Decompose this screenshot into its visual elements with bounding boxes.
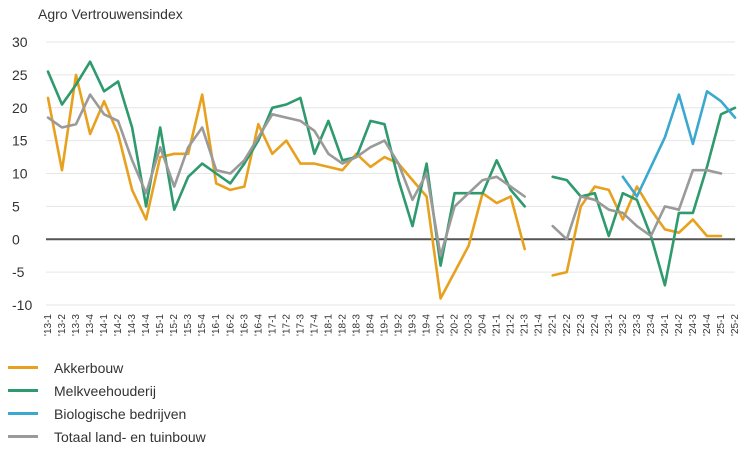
legend-swatch-biologische-bedrijven xyxy=(8,412,38,415)
y-tick-label: 20 xyxy=(12,100,28,116)
x-tick-label: '24-4 xyxy=(702,314,713,336)
x-tick-label: '13-3 xyxy=(71,314,82,336)
x-tick-label: '16-3 xyxy=(239,314,250,336)
x-tick-label: '23-4 xyxy=(646,314,657,336)
y-tick-label: -5 xyxy=(12,264,25,280)
x-tick-label: '21-2 xyxy=(506,314,517,336)
x-tick-label: '17-2 xyxy=(281,314,292,336)
x-tick-label: '17-1 xyxy=(267,314,278,336)
x-tick-label: '22-4 xyxy=(590,314,601,336)
legend-label-melkveehouderij: Melkveehouderij xyxy=(54,382,156,399)
x-tick-label: '21-1 xyxy=(492,314,503,336)
legend-swatch-totaal xyxy=(8,435,38,438)
x-tick-label: '25-2 xyxy=(730,314,741,336)
legend-swatch-melkveehouderij xyxy=(8,389,38,392)
legend: Akkerbouw Melkveehouderij Biologische be… xyxy=(8,356,206,448)
x-tick-label: '19-2 xyxy=(394,314,405,336)
x-tick-label: '20-2 xyxy=(450,314,461,336)
x-tick-label: '16-1 xyxy=(211,314,222,336)
x-tick-label: '21-4 xyxy=(534,314,545,336)
legend-item-melkveehouderij: Melkveehouderij xyxy=(8,379,206,402)
x-tick-label: '14-1 xyxy=(99,314,110,336)
legend-label-akkerbouw: Akkerbouw xyxy=(54,359,124,376)
x-tick-label: '15-1 xyxy=(155,314,166,336)
x-tick-label: '18-2 xyxy=(337,314,348,336)
x-tick-label: '14-4 xyxy=(141,314,152,336)
y-tick-label: 10 xyxy=(12,166,28,182)
y-tick-label: 25 xyxy=(12,67,28,83)
series-line-akkerbouw xyxy=(46,73,527,300)
legend-label-totaal: Totaal land- en tuinbouw xyxy=(54,428,206,445)
series-line-totaal-land-en-tuinbouw xyxy=(46,93,527,257)
x-tick-label: '24-2 xyxy=(674,314,685,336)
grid-layer xyxy=(46,41,735,306)
series-line-akkerbouw-1 xyxy=(551,185,723,277)
x-tick-label: '18-3 xyxy=(351,314,362,336)
series-line-melkveehouderij xyxy=(46,60,527,267)
x-tick-label: '17-3 xyxy=(295,314,306,336)
legend-label-biologische-bedrijven: Biologische bedrijven xyxy=(54,405,187,422)
x-tick-label: '13-4 xyxy=(85,314,96,336)
x-tick-label: '21-3 xyxy=(520,314,531,336)
x-tick-label: '15-2 xyxy=(169,314,180,336)
legend-swatch-akkerbouw xyxy=(8,366,38,369)
x-tick-label: '14-2 xyxy=(113,314,124,336)
y-axis-ticks: -10 -5 0 5 10 15 20 25 30 xyxy=(12,34,32,313)
x-tick-label: '23-2 xyxy=(618,314,629,336)
x-axis-ticks: '13-1'13-2'13-3'13-4'14-1'14-2'14-3'14-4… xyxy=(43,314,741,336)
series-layer xyxy=(46,60,737,300)
x-tick-label: '16-4 xyxy=(253,314,264,336)
x-tick-label: '23-1 xyxy=(604,314,615,336)
x-tick-label: '20-1 xyxy=(436,314,447,336)
x-tick-label: '20-3 xyxy=(464,314,475,336)
x-tick-label: '18-4 xyxy=(365,314,376,336)
y-tick-label: 5 xyxy=(12,198,20,214)
x-tick-label: '25-1 xyxy=(716,314,727,336)
x-tick-label: '22-1 xyxy=(548,314,559,336)
x-tick-label: '16-2 xyxy=(225,314,236,336)
legend-item-akkerbouw: Akkerbouw xyxy=(8,356,206,379)
x-tick-label: '13-2 xyxy=(57,314,68,336)
y-tick-label: 0 xyxy=(12,231,20,247)
x-tick-label: '24-1 xyxy=(660,314,671,336)
y-tick-label: 15 xyxy=(12,133,28,149)
series-line-totaal-land-en-tuinbouw-1 xyxy=(551,168,723,241)
x-tick-label: '19-4 xyxy=(422,314,433,336)
chart-title: Agro Vertrouwensindex xyxy=(38,6,183,22)
x-tick-label: '15-4 xyxy=(197,314,208,336)
x-tick-label: '17-4 xyxy=(309,314,320,336)
y-tick-label: 30 xyxy=(12,34,28,50)
x-tick-label: '15-3 xyxy=(183,314,194,336)
x-tick-label: '19-3 xyxy=(408,314,419,336)
legend-item-biologische-bedrijven: Biologische bedrijven xyxy=(8,402,206,425)
y-tick-label: -10 xyxy=(12,297,32,313)
series-line-biologische-bedrijven xyxy=(621,90,737,198)
x-tick-label: '20-4 xyxy=(478,314,489,336)
x-tick-label: '24-3 xyxy=(688,314,699,336)
x-tick-label: '14-3 xyxy=(127,314,138,336)
x-tick-label: '19-1 xyxy=(379,314,390,336)
x-tick-label: '13-1 xyxy=(43,314,54,336)
x-tick-label: '22-3 xyxy=(576,314,587,336)
x-tick-label: '18-1 xyxy=(323,314,334,336)
x-tick-label: '23-3 xyxy=(632,314,643,336)
x-tick-label: '22-2 xyxy=(562,314,573,336)
legend-item-totaal: Totaal land- en tuinbouw xyxy=(8,425,206,448)
